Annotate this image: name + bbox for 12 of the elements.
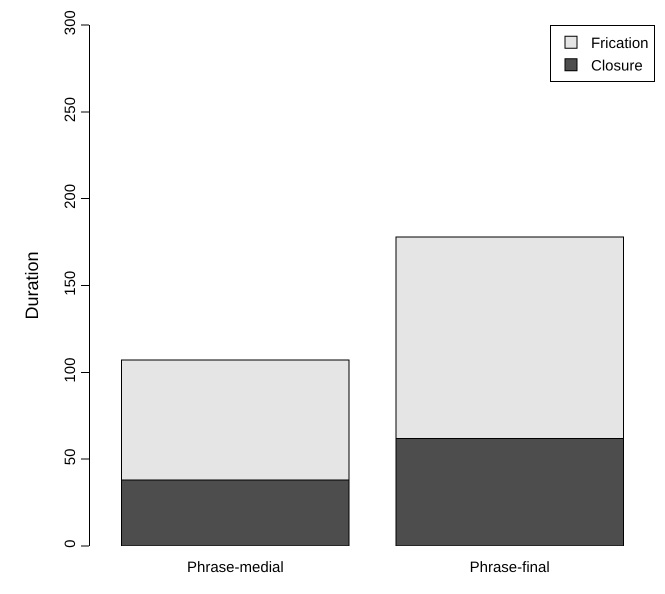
y-tick-label: 200: [62, 184, 79, 209]
y-tick-label: 150: [62, 270, 79, 296]
legend-label: Frication: [591, 35, 649, 52]
legend-label: Closure: [591, 58, 643, 75]
y-axis-title: Duration: [22, 251, 42, 320]
x-tick-label: Phrase-medial: [187, 559, 284, 576]
x-tick-label: Phrase-final: [470, 559, 550, 576]
y-tick-label: 300: [62, 10, 79, 36]
y-tick-label: 50: [62, 448, 79, 466]
y-tick-label: 0: [62, 540, 79, 548]
y-tick-label: 250: [62, 97, 79, 122]
y-tick-label: 100: [62, 358, 79, 383]
